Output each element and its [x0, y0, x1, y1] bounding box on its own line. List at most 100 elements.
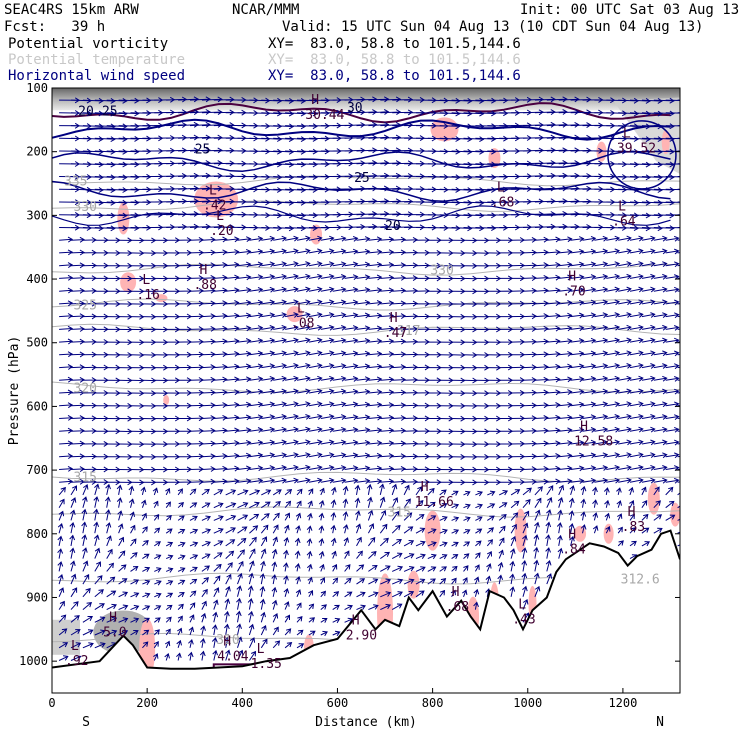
- wind-arrow: [653, 148, 675, 155]
- wind-arrow: [178, 339, 193, 345]
- wind-arrow: [380, 351, 395, 358]
- wind-arrow: [546, 134, 568, 141]
- wind-arrow: [380, 603, 391, 611]
- wind-arrow: [106, 351, 121, 358]
- wind-arrow: [271, 599, 278, 610]
- wind-arrow: [82, 629, 94, 636]
- wind-arrow: [237, 299, 252, 306]
- wind-arrow: [368, 376, 383, 383]
- wind-arrow: [534, 465, 549, 472]
- wind-arrow: [59, 414, 74, 421]
- wind-arrow: [545, 534, 551, 546]
- wind-arrow: [178, 377, 193, 384]
- wind-arrow: [342, 524, 349, 534]
- wind-arrow: [511, 479, 526, 485]
- wind-arrow: [285, 388, 299, 395]
- wind-arrow: [558, 198, 580, 205]
- wind-arrow: [94, 187, 116, 194]
- wind-arrow: [451, 441, 466, 448]
- wind-arrow: [177, 627, 183, 636]
- wind-arrow: [618, 375, 632, 382]
- wind-arrow: [237, 465, 252, 472]
- wind-arrow: [533, 534, 540, 546]
- wind-arrow: [154, 237, 169, 244]
- wind-arrow: [509, 586, 516, 597]
- wind-arrow: [213, 376, 228, 383]
- wind-arrow: [475, 135, 497, 142]
- x-axis-title: Distance (km): [315, 715, 417, 730]
- wind-arrow: [130, 466, 145, 473]
- wind-arrow: [451, 541, 459, 547]
- wind-arrow: [70, 376, 85, 383]
- wind-arrow: [475, 110, 497, 117]
- wind-arrow: [653, 401, 668, 408]
- wind-arrow: [356, 578, 366, 585]
- wind-arrow: [213, 440, 228, 447]
- wind-arrow: [665, 439, 680, 446]
- wind-arrow: [296, 337, 311, 344]
- wind-arrow: [558, 312, 573, 319]
- x-tick-label: 1000: [513, 696, 542, 710]
- wind-arrow: [105, 509, 111, 521]
- wind-arrow: [201, 160, 223, 167]
- wind-arrow: [415, 313, 430, 320]
- wind-arrow: [594, 363, 609, 369]
- wind-arrow: [380, 223, 402, 230]
- wind-arrow: [499, 237, 514, 244]
- wind-arrow: [130, 352, 145, 358]
- wind-arrow: [451, 250, 466, 257]
- wind-arrow: [392, 351, 407, 358]
- wind-arrow: [534, 453, 549, 460]
- wind-arrow: [94, 326, 109, 333]
- wind-arrow: [332, 439, 347, 446]
- wind-arrow: [259, 598, 266, 610]
- wind-arrow: [580, 498, 587, 508]
- wind-arrow: [391, 591, 403, 598]
- wind-arrow: [568, 510, 575, 521]
- wind-arrow: [594, 477, 609, 484]
- wind-arrow: [166, 377, 181, 384]
- wind-arrow: [427, 466, 442, 473]
- wind-arrow: [475, 552, 481, 559]
- wind-arrow: [213, 300, 228, 307]
- wind-arrow: [249, 401, 264, 408]
- wind-arrow: [546, 465, 561, 472]
- wind-arrow: [653, 486, 660, 496]
- wind-arrow: [178, 160, 200, 166]
- wind-arrow: [665, 163, 680, 165]
- wind-arrow: [318, 550, 325, 559]
- wind-arrow: [415, 338, 430, 345]
- wind-arrow: [415, 440, 430, 447]
- y-tick-label: 900: [26, 590, 48, 604]
- wind-arrow: [451, 110, 473, 117]
- wind-arrow: [201, 541, 211, 547]
- wind-arrow: [154, 453, 169, 460]
- wind-arrow: [284, 642, 293, 649]
- wind-arrow: [273, 174, 295, 181]
- wind-arrow: [106, 441, 121, 448]
- wind-arrow: [94, 136, 116, 143]
- wind-arrow: [130, 390, 145, 397]
- wind-arrow: [451, 377, 466, 384]
- wind-arrow: [629, 426, 644, 433]
- wind-arrow: [534, 389, 549, 396]
- wind-arrow: [582, 235, 597, 242]
- wind-arrow: [415, 453, 430, 460]
- wind-arrow: [296, 629, 304, 636]
- wind-arrow: [70, 262, 85, 269]
- wind-arrow: [653, 273, 668, 280]
- wind-arrow: [665, 401, 680, 408]
- wind-arrow: [415, 466, 430, 473]
- wind-arrow: [665, 477, 680, 484]
- wind-arrow: [130, 592, 140, 598]
- wind-arrow: [106, 300, 121, 307]
- wind-arrow: [106, 250, 121, 256]
- wind-arrow: [415, 237, 430, 243]
- wind-arrow: [70, 326, 85, 332]
- wind-arrow: [629, 136, 651, 143]
- wind-arrow: [70, 509, 76, 521]
- wind-arrow: [273, 199, 295, 206]
- wind-arrow: [142, 617, 150, 623]
- wind-arrow: [176, 652, 182, 661]
- wind-arrow: [653, 375, 668, 382]
